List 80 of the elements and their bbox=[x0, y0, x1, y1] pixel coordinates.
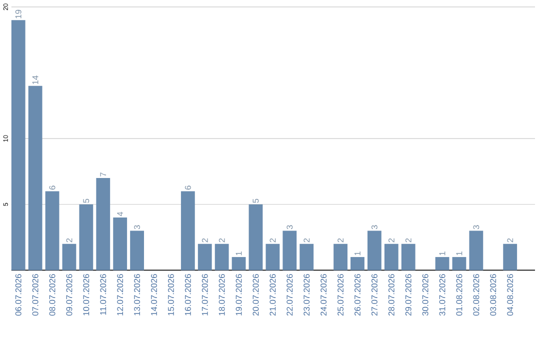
x-tick-label: 03.08.2026 bbox=[490, 274, 496, 316]
x-tick-label: 12.07.2026 bbox=[117, 274, 124, 316]
x-tick-label: 02.08.2026 bbox=[473, 274, 480, 316]
x-tick-label: 14.07.2026 bbox=[151, 274, 157, 316]
data-label: 6 bbox=[184, 186, 191, 190]
bar bbox=[384, 244, 398, 270]
bar bbox=[28, 86, 42, 270]
bar bbox=[232, 257, 246, 270]
bar bbox=[300, 244, 314, 270]
x-tick-label: 07.07.2026 bbox=[32, 274, 38, 316]
x-tick-label: 22.07.2026 bbox=[286, 274, 293, 316]
bar bbox=[469, 230, 484, 270]
data-label: 2 bbox=[202, 238, 208, 242]
data-label: 2 bbox=[507, 238, 514, 242]
bar bbox=[367, 230, 382, 270]
x-tick-label: 28.07.2026 bbox=[388, 274, 394, 316]
x-tick-label: 08.07.2026 bbox=[49, 274, 56, 316]
data-label: 3 bbox=[286, 225, 293, 230]
data-label: 5 bbox=[83, 198, 90, 203]
x-tick-label: 25.07.2026 bbox=[338, 274, 344, 316]
data-label: 2 bbox=[218, 238, 225, 242]
bar bbox=[180, 191, 195, 270]
data-label: 3 bbox=[134, 225, 140, 230]
bar bbox=[214, 244, 229, 270]
data-label: 1 bbox=[439, 252, 446, 256]
x-tick-label: 11.07.2026 bbox=[100, 274, 106, 315]
x-tick-label: 15.07.2026 bbox=[168, 274, 174, 316]
bar bbox=[334, 244, 348, 270]
bar bbox=[62, 244, 76, 270]
x-tick-label: 16.07.2026 bbox=[184, 274, 191, 316]
data-label: 5 bbox=[252, 198, 259, 203]
x-tick-label: 10.07.2026 bbox=[83, 274, 90, 316]
x-tick-label: 21.07.2026 bbox=[270, 274, 276, 316]
bar bbox=[350, 257, 364, 270]
data-label: 1 bbox=[236, 252, 242, 256]
bar bbox=[435, 257, 450, 270]
bar bbox=[503, 244, 518, 270]
data-label: 14 bbox=[32, 76, 38, 84]
data-label: 2 bbox=[66, 238, 72, 242]
bar bbox=[266, 244, 280, 270]
x-tick-label: 13.07.2026 bbox=[134, 274, 140, 316]
bar bbox=[96, 178, 110, 270]
data-label: 3 bbox=[473, 225, 480, 230]
data-label: 6 bbox=[49, 186, 56, 190]
data-label: 7 bbox=[100, 172, 106, 176]
bar bbox=[248, 204, 263, 270]
data-label: 1 bbox=[354, 252, 360, 256]
x-tick-label: 27.07.2026 bbox=[371, 274, 378, 316]
data-label: 3 bbox=[371, 225, 378, 230]
bar bbox=[198, 244, 212, 270]
x-tick-label: 30.07.2026 bbox=[422, 274, 428, 316]
x-tick-label: 18.07.2026 bbox=[218, 274, 225, 316]
x-tick-label: 17.07.2026 bbox=[202, 274, 208, 316]
x-tick-label: 29.07.2026 bbox=[405, 274, 412, 316]
bar bbox=[452, 257, 466, 270]
x-tick-label: 24.07.2026 bbox=[320, 274, 327, 316]
data-label: 1 bbox=[456, 252, 462, 256]
data-label: 2 bbox=[405, 238, 412, 242]
x-tick-label: 06.07.2026 bbox=[15, 274, 22, 316]
bar bbox=[79, 204, 94, 270]
bar bbox=[401, 244, 416, 270]
bar bbox=[113, 218, 128, 270]
bar bbox=[11, 20, 26, 270]
x-tick-label: 31.07.2026 bbox=[439, 274, 446, 316]
data-label: 2 bbox=[388, 238, 394, 242]
bar bbox=[282, 230, 297, 270]
bar bbox=[45, 191, 60, 270]
bar bbox=[130, 230, 144, 270]
x-tick-label: 20.07.2026 bbox=[252, 274, 259, 316]
data-label: 2 bbox=[304, 238, 310, 242]
x-tick-label: 26.07.2026 bbox=[354, 274, 360, 316]
x-tick-label: 01.08.2026 bbox=[456, 274, 462, 316]
data-label: 19 bbox=[15, 10, 22, 18]
data-label: 2 bbox=[270, 238, 276, 242]
x-tick-label: 23.07.2026 bbox=[304, 274, 310, 316]
x-tick-label: 04.08.2026 bbox=[507, 274, 514, 316]
x-tick-label: 09.07.2026 bbox=[66, 274, 72, 316]
data-label: 2 bbox=[338, 238, 344, 242]
data-label: 4 bbox=[117, 212, 123, 216]
x-tick-label: 19.07.2026 bbox=[236, 274, 242, 316]
